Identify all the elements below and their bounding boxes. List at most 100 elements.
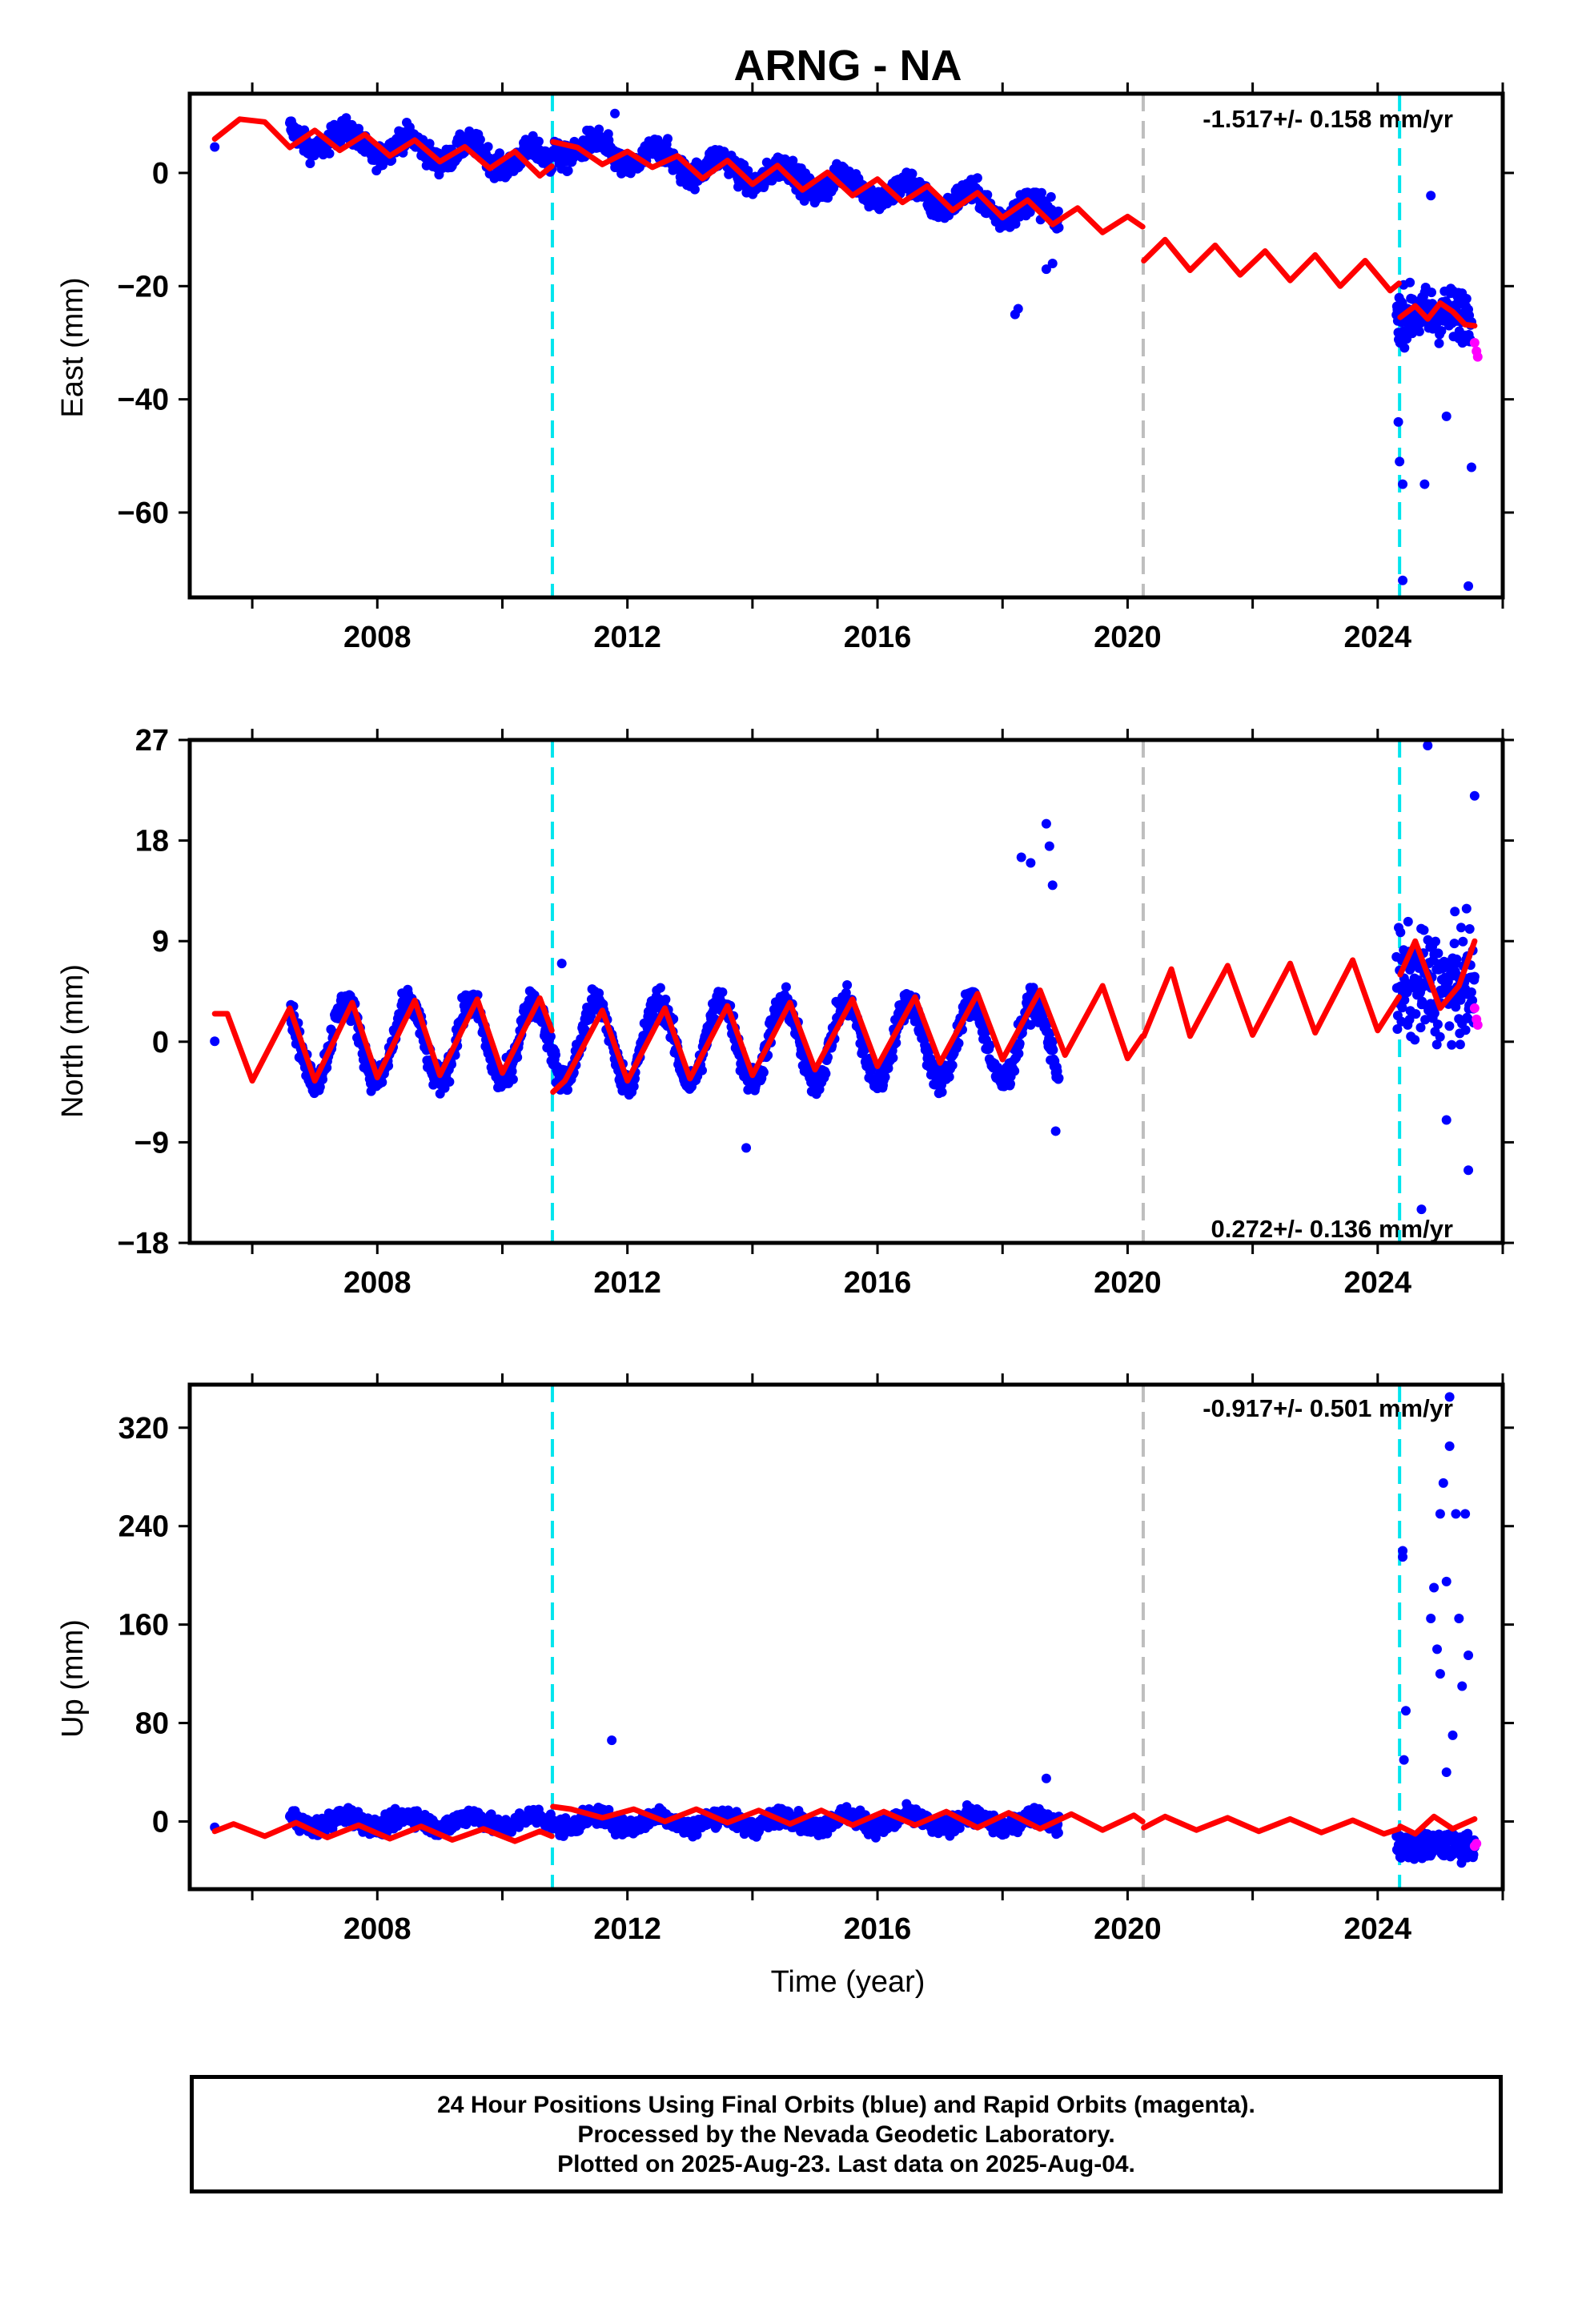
north-point [1461, 903, 1472, 914]
east-outlier-point [1426, 191, 1436, 201]
north-point [1047, 1036, 1058, 1047]
east-outlier-point [1398, 479, 1408, 489]
north-point [697, 1065, 707, 1076]
north-point [841, 987, 851, 998]
east-model-line-3 [1397, 300, 1478, 329]
east-point [483, 142, 493, 152]
north-model-line-0 [211, 995, 555, 1084]
north-plot-frame [187, 738, 1505, 1245]
east-outlier-point [1047, 259, 1058, 269]
east-point [324, 148, 335, 159]
north-point [655, 983, 665, 993]
north-outlier-point [1423, 740, 1433, 750]
north-point [717, 987, 728, 997]
north-model-line-1 [550, 983, 1146, 1096]
east-outlier-point [1441, 411, 1452, 421]
page-title: ARNG - NA [734, 42, 962, 90]
north-rapid-point [1469, 1003, 1480, 1013]
east-outlier-point [1419, 479, 1430, 489]
east-point [305, 159, 315, 168]
north-point [628, 1081, 639, 1092]
panel-east: East (mm) -1.517+/- 0.158 mm/yr 2008 2012… [56, 82, 1514, 654]
east-rapid-point [1469, 337, 1480, 348]
north-point [842, 980, 853, 990]
north-rate-label: 0.272+/- 0.136 mm/yr [1211, 1215, 1453, 1243]
east-y-tick-label: −40 [118, 384, 169, 417]
north-point [661, 995, 671, 1004]
north-y-tick-label: −9 [135, 1126, 169, 1160]
east-x-tick-label: 2020 [1094, 621, 1162, 654]
east-outlier-point [610, 108, 620, 119]
north-x-tick-label: 2020 [1094, 1266, 1162, 1300]
east-point [475, 135, 485, 145]
north-point [1399, 995, 1410, 1005]
east-x-tick-label: 2008 [343, 621, 412, 654]
north-y-tick-label: −18 [118, 1227, 169, 1261]
north-point [512, 1052, 523, 1063]
east-outlier-point [1466, 462, 1476, 472]
north-outlier-point [1441, 1115, 1452, 1125]
north-outlier-point [1016, 852, 1026, 862]
north-point [1431, 1039, 1442, 1050]
north-point [1404, 1015, 1415, 1025]
up-point [1053, 1827, 1063, 1838]
east-rate-label: -1.517+/- 0.158 mm/yr [1203, 105, 1453, 133]
north-point [1433, 948, 1443, 959]
north-outlier-point [1469, 790, 1480, 801]
north-point [1466, 987, 1476, 997]
north-point [507, 1066, 517, 1076]
east-rapid-points [1469, 337, 1483, 362]
panel-north: North (mm) 0.272+/- 0.136 mm/yr 2008 2012… [56, 724, 1514, 1300]
up-y-axis-label: Up (mm) [56, 1619, 90, 1738]
north-x-tick-label: 2008 [343, 1266, 412, 1300]
east-point [907, 169, 917, 179]
east-outlier-point [1464, 581, 1474, 591]
east-point [1405, 277, 1415, 287]
north-point [1469, 971, 1480, 982]
north-x-tick-label: 2016 [844, 1266, 912, 1300]
north-point [1048, 1045, 1058, 1055]
north-outlier-point [1047, 880, 1058, 891]
north-point [1432, 1019, 1443, 1030]
north-point [1006, 1079, 1015, 1089]
north-point [210, 1036, 220, 1047]
north-rapid-points [1469, 1003, 1483, 1030]
north-point [1455, 1039, 1465, 1050]
north-outlier-point [1041, 818, 1051, 829]
east-rapid-point [1472, 352, 1483, 362]
north-point [318, 1074, 327, 1084]
north-point [1410, 1035, 1420, 1045]
north-point [758, 1068, 769, 1077]
north-point [1415, 1023, 1426, 1033]
north-plot-area [210, 740, 1483, 1243]
east-point [1434, 338, 1444, 348]
north-point [937, 1087, 947, 1097]
north-point [1014, 1048, 1024, 1059]
north-y-tick-label: 18 [135, 825, 169, 858]
east-point [663, 134, 673, 144]
north-point [1010, 1066, 1020, 1076]
north-outlier-point [741, 1143, 752, 1153]
north-point [781, 982, 791, 992]
north-point [954, 1038, 964, 1048]
north-point [1464, 924, 1475, 934]
north-outlier-point [1044, 841, 1054, 851]
east-point [1053, 206, 1063, 216]
north-point [1456, 923, 1466, 933]
east-outlier-point [1395, 456, 1405, 467]
up-plot-area [210, 1385, 1482, 1889]
north-point [444, 1076, 455, 1087]
north-point [377, 1077, 387, 1088]
north-point [1451, 1002, 1461, 1012]
north-point [883, 1063, 893, 1073]
north-point [1458, 936, 1468, 947]
up-point [514, 1822, 524, 1832]
north-point [1447, 1039, 1457, 1050]
north-outlier-point [1026, 858, 1036, 868]
east-point [743, 166, 753, 176]
east-outlier-point [1393, 416, 1403, 427]
east-point [1436, 326, 1447, 336]
north-point [924, 1046, 934, 1056]
east-outlier-point [1398, 575, 1408, 585]
north-point [1045, 1028, 1055, 1039]
